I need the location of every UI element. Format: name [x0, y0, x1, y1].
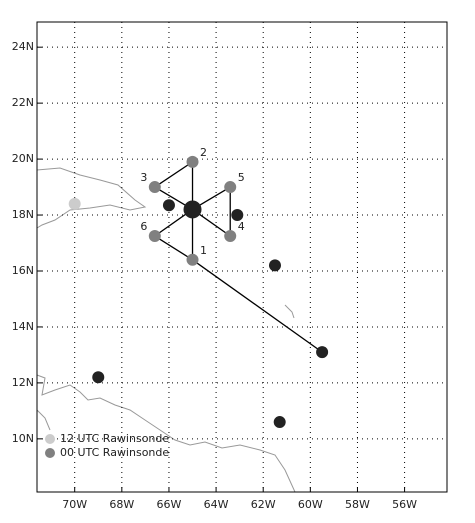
x-tick-label: 70W [62, 498, 87, 511]
station-point [183, 200, 202, 219]
link [154, 161, 193, 188]
station-point [268, 259, 281, 272]
station-point [148, 230, 161, 243]
legend-label: 00 UTC Rawinsonde [60, 446, 169, 459]
link [154, 235, 193, 261]
station-label: 2 [200, 146, 207, 159]
y-tick-label: 10N [12, 432, 34, 445]
y-tick-label: 24N [12, 40, 34, 53]
x-tick-label: 68W [109, 498, 134, 511]
x-tick-label: 66W [157, 498, 182, 511]
x-tick-label: 62W [251, 498, 276, 511]
station-label: 5 [238, 171, 245, 184]
legend-marker [45, 448, 55, 458]
station-point [273, 416, 286, 429]
x-tick-label: 56W [392, 498, 417, 511]
station-point [186, 253, 199, 266]
y-tick-label: 20N [12, 152, 34, 165]
station-point [92, 371, 105, 384]
station-label: 3 [140, 171, 147, 184]
y-tick-label: 22N [12, 96, 34, 109]
y-tick-label: 14N [12, 320, 34, 333]
plot-frame [36, 21, 448, 493]
y-tick-label: 18N [12, 208, 34, 221]
station-point [162, 199, 175, 212]
x-tick-label: 58W [345, 498, 370, 511]
station-point [68, 197, 81, 210]
station-point [316, 346, 329, 359]
station-point [148, 181, 161, 194]
y-tick-label: 12N [12, 376, 34, 389]
station-point [231, 209, 244, 222]
x-tick-label: 60W [298, 498, 323, 511]
station-label: 4 [238, 220, 245, 233]
station-point [224, 230, 237, 243]
station-label: 6 [140, 220, 147, 233]
legend-marker [45, 434, 55, 444]
station-point [186, 155, 199, 168]
coastlines [36, 167, 296, 493]
link [192, 259, 323, 353]
x-tick-label: 64W [204, 498, 229, 511]
station-point [224, 181, 237, 194]
station-label: 1 [200, 244, 207, 257]
y-tick-label: 16N [12, 264, 34, 277]
legend-label: 12 UTC Rawinsonde [60, 432, 169, 445]
